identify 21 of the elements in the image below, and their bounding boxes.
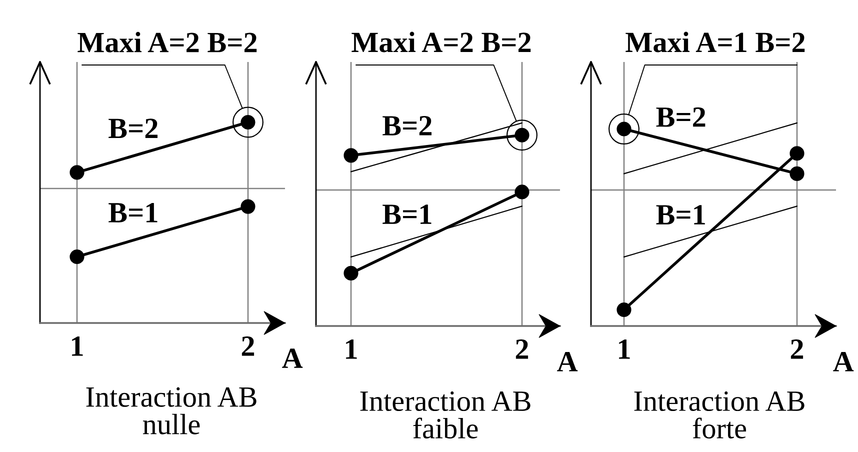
series-label: B=1: [656, 205, 705, 224]
x-tick-label: 1: [72, 336, 83, 356]
series-label: B=1: [382, 204, 432, 224]
x-tick-label: 1: [619, 339, 630, 359]
x-tick-label: 1: [346, 339, 357, 359]
annotation: Maxi A=1 B=2: [626, 32, 805, 52]
x-axis-title: A: [833, 352, 854, 372]
x-axis-title: A: [557, 352, 578, 372]
series-label: B=2: [382, 116, 432, 136]
series-label: B=2: [108, 118, 158, 138]
x-tick-label: 2: [516, 339, 528, 359]
annotation: Maxi A=2 B=2: [78, 32, 257, 52]
x-tick-label: 2: [242, 336, 254, 356]
annotation: Maxi A=2 B=2: [352, 32, 531, 52]
x-axis-title: A: [282, 348, 303, 368]
series-label: B=1: [108, 203, 158, 222]
text: Interaction AB forte: [634, 391, 804, 438]
x-tick-label: 2: [790, 339, 804, 359]
text: Interaction AB nulle: [86, 387, 256, 434]
series-label: B=2: [656, 107, 706, 127]
text: Interaction AB faible: [360, 391, 530, 438]
